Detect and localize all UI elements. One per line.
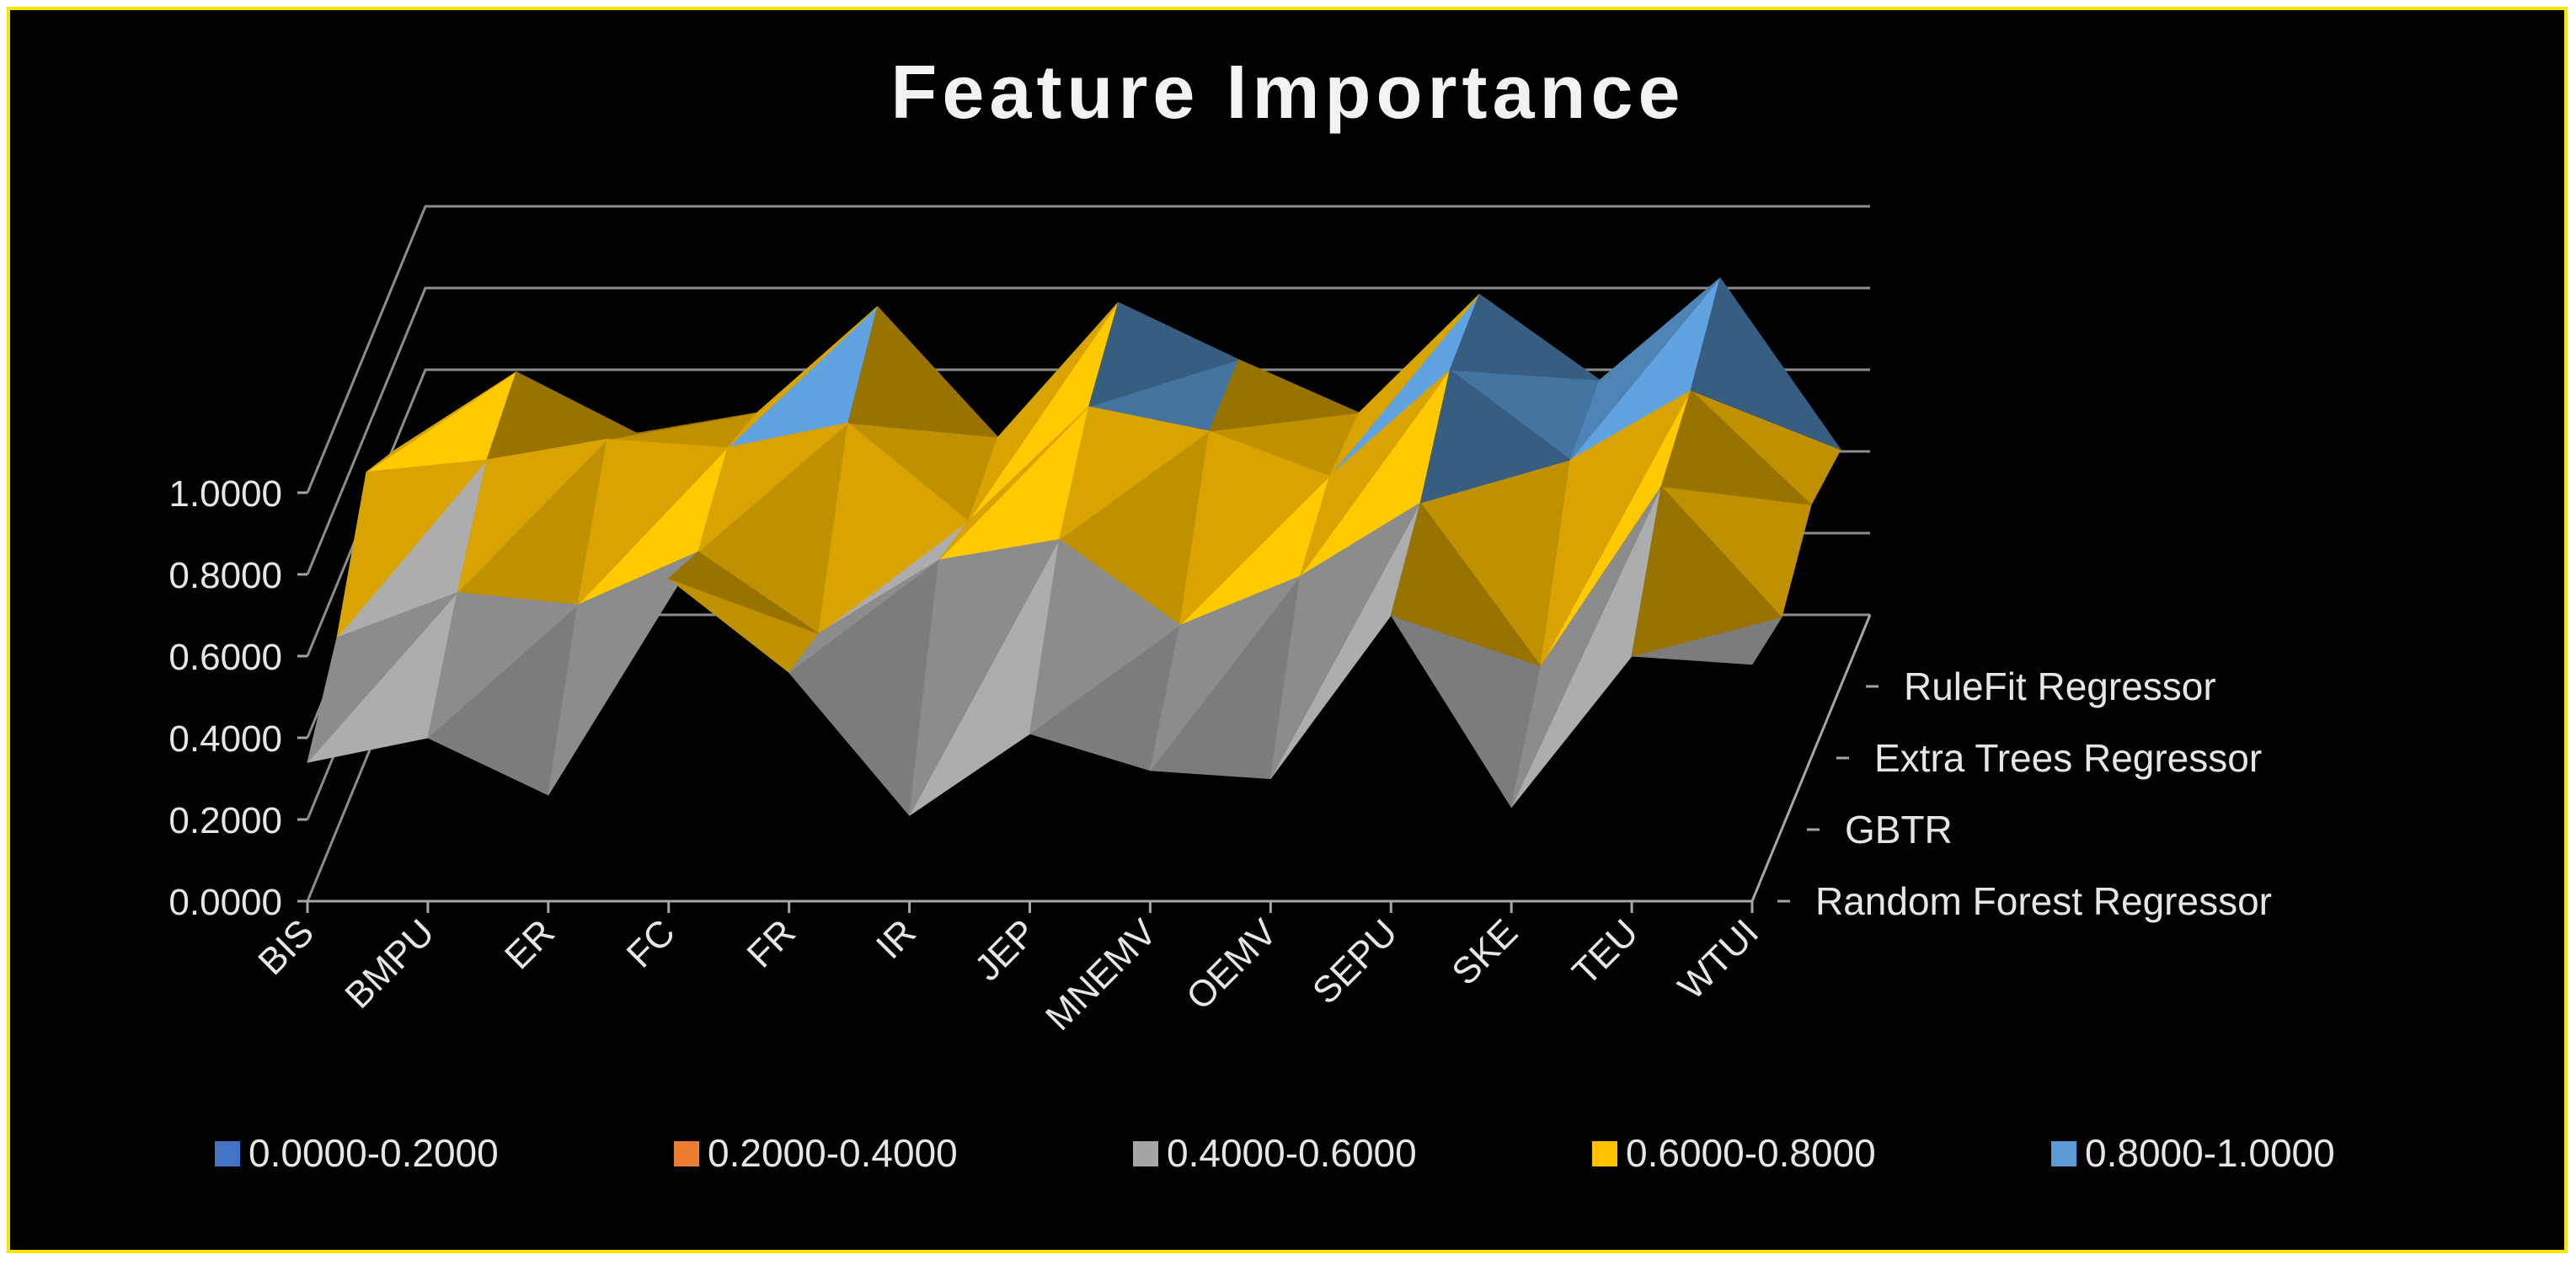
legend-swatch (2051, 1141, 2076, 1166)
surface-facet (818, 422, 970, 634)
surface-facet (336, 459, 488, 638)
surface-facet (457, 439, 608, 594)
surface-facet (607, 412, 758, 440)
surface-facet (577, 439, 729, 606)
surface-facet (1510, 486, 1662, 808)
category-label: FC (619, 911, 683, 975)
category-label: JEP (967, 911, 1045, 989)
surface-facet (1540, 390, 1692, 667)
category-label: WTUI (1670, 911, 1766, 1007)
legend-label: 0.4000-0.6000 (1167, 1131, 1417, 1175)
category-label: TEU (1564, 911, 1646, 993)
surface-facet (909, 539, 1060, 816)
surface-facet (1059, 406, 1210, 541)
surface-facet (366, 371, 517, 472)
category-label: BMPU (337, 911, 442, 1017)
gridline (306, 286, 1870, 575)
category-label: OEMV (1178, 911, 1285, 1018)
surface-facet (668, 551, 820, 634)
legend-swatch (674, 1141, 699, 1166)
z-tick-label: 0.2000 (168, 800, 282, 841)
z-tick-label: 1.0000 (168, 473, 282, 515)
legend-swatch (1592, 1141, 1617, 1166)
surface-facet (697, 422, 849, 552)
surface-facet (1088, 302, 1239, 408)
chart-title: Feature Importance (890, 51, 1685, 135)
legend-label: 0.8000-1.0000 (2085, 1131, 2335, 1175)
category-label: IR (868, 911, 924, 967)
legend-swatch (215, 1141, 240, 1166)
gridline (306, 205, 1870, 494)
surface-facet (427, 592, 579, 739)
surface-facet (1149, 575, 1301, 771)
surface-facet (1029, 539, 1180, 734)
surface-facet (548, 551, 699, 796)
surface-facet (847, 306, 999, 438)
surface-facet (938, 406, 1089, 561)
surface-facet (727, 306, 879, 448)
surface-facet (1269, 502, 1421, 779)
series-label: Extra Trees Regressor (1874, 736, 2262, 780)
category-label: FR (740, 911, 804, 975)
surface-facet (1208, 359, 1360, 432)
legend-label: 0.6000-0.8000 (1626, 1131, 1876, 1175)
series-label: Random Forest Regressor (1815, 879, 2272, 923)
surface-facet (1390, 502, 1542, 667)
category-label: MNEMV (1038, 911, 1165, 1038)
series-label: GBTR (1845, 808, 1953, 851)
category-label: SEPU (1305, 911, 1405, 1011)
surface-facet (968, 302, 1119, 522)
surface-facet (1178, 430, 1330, 626)
surface-plot (307, 277, 1841, 816)
legend-swatch (1133, 1141, 1158, 1166)
surface-facet (1419, 369, 1571, 504)
surface-facet (307, 592, 458, 763)
surface-facet (1328, 293, 1480, 477)
series-label: RuleFit Regressor (1904, 665, 2216, 708)
surface-facet (1660, 390, 1812, 505)
surface-facet (1569, 277, 1721, 461)
gridline (306, 368, 1870, 657)
surface-facet (1449, 293, 1601, 381)
category-label: ER (497, 911, 563, 977)
category-label: SKE (1444, 911, 1526, 993)
surface-facet (486, 371, 638, 461)
z-tick-label: 0.4000 (168, 718, 282, 760)
legend: 0.0000-0.2000 0.2000-0.4000 0.4000-0.6000 0… (215, 1131, 2335, 1175)
surface-facet (788, 559, 940, 673)
z-tick-label: 0.0000 (168, 882, 282, 923)
legend-label: 0.0000-0.2000 (249, 1131, 499, 1175)
z-tick-label: 0.8000 (168, 555, 282, 596)
legend-label: 0.2000-0.4000 (708, 1131, 958, 1175)
surface-facet (1299, 369, 1451, 577)
surface-facet (1631, 486, 1782, 657)
surface-facet (1690, 277, 1841, 451)
z-tick-label: 0.6000 (168, 637, 282, 678)
